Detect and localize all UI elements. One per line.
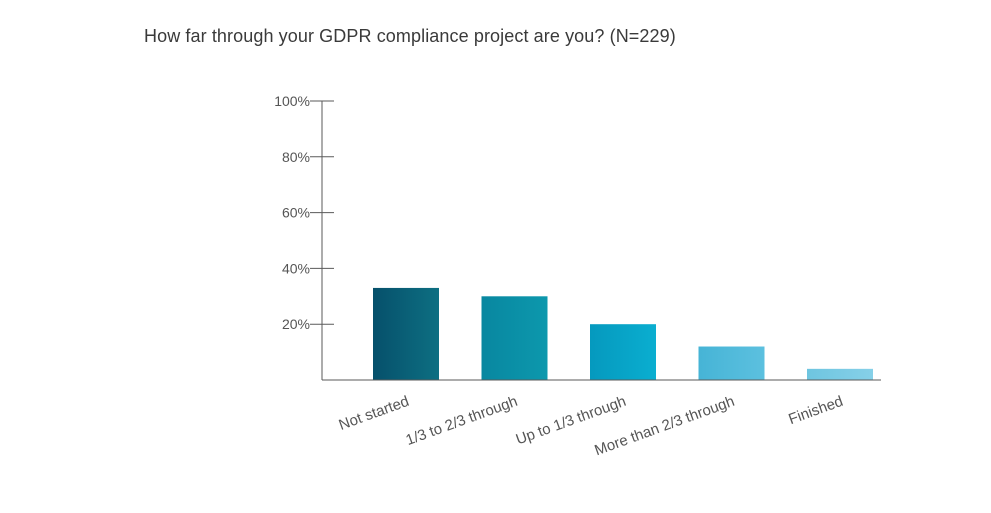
y-tick-label: 40% [282, 260, 310, 276]
bar-1-3-to-2-3-through [481, 296, 548, 380]
x-category-label: 1/3 to 2/3 through [404, 393, 520, 449]
bar-finished [807, 368, 873, 380]
bar-not-started [373, 287, 439, 380]
y-tick-label: 80% [282, 149, 310, 165]
bar-more-than-2-3-through [698, 346, 765, 380]
x-category-label: Not started [337, 393, 412, 434]
y-tick-label: 20% [282, 316, 310, 332]
y-tick-label: 60% [282, 205, 310, 221]
chart-title: How far through your GDPR compliance pro… [144, 26, 676, 46]
x-category-label: Finished [786, 393, 845, 428]
y-tick-label: 100% [274, 93, 310, 109]
bar-up-to-1-3-through [590, 324, 656, 380]
